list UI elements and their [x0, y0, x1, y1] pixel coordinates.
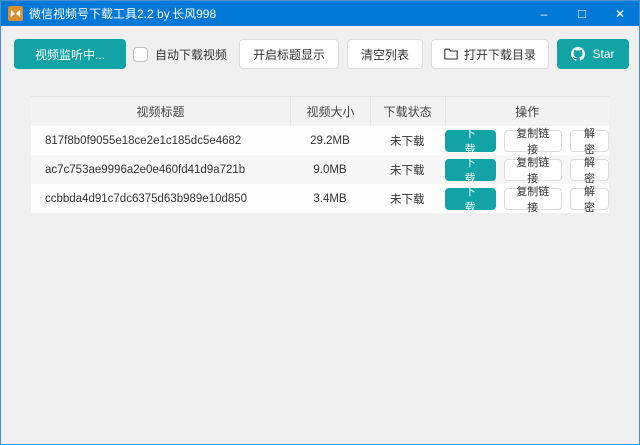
open-download-dir-button[interactable]: 打开下载目录: [430, 39, 549, 69]
video-size-cell: 3.4MB: [313, 192, 347, 205]
download-status-cell: 未下载: [389, 164, 425, 177]
video-monitoring-button[interactable]: 视频监听中...: [14, 39, 126, 69]
download-button[interactable]: 下载: [444, 186, 496, 214]
download-status-cell: 未下载: [389, 193, 425, 206]
video-size-cell: 29.2MB: [310, 134, 350, 147]
header-video-size: 视频大小: [290, 97, 370, 126]
app-icon: [8, 6, 23, 21]
maximize-button[interactable]: □: [578, 6, 586, 21]
decrypt-button[interactable]: 解密: [569, 128, 609, 156]
header-video-title: 视频标题: [136, 105, 185, 119]
folder-icon: [444, 48, 458, 60]
auto-download-checkbox[interactable]: [132, 46, 148, 62]
video-title-cell: ccbbda4d91c7dc6375d63b989e10d850: [45, 192, 248, 205]
decrypt-button[interactable]: 解密: [569, 186, 609, 214]
operations-cell: 下载 复制链接 解密: [444, 184, 609, 214]
github-star-button[interactable]: Star: [557, 39, 629, 69]
video-title-cell: 817f8b0f9055e18ce2e1c185dc5e4682: [45, 134, 242, 147]
clear-list-button[interactable]: 清空列表: [346, 39, 423, 69]
download-button[interactable]: 下载: [444, 157, 496, 185]
show-title-button[interactable]: 开启标题显示: [238, 39, 339, 69]
copy-link-button[interactable]: 复制链接: [503, 186, 562, 214]
open-download-dir-label: 打开下载目录: [463, 47, 536, 62]
auto-download-group: 自动下载视频: [132, 46, 227, 63]
copy-link-button[interactable]: 复制链接: [503, 128, 562, 156]
header-operations: 操作: [444, 97, 609, 126]
download-status-cell: 未下载: [389, 135, 425, 148]
video-title-cell: ac7c753ae9996a2e0e460fd41d9a721b: [45, 163, 246, 176]
empty-content-area: [1, 213, 639, 444]
window-title: 微信视频号下载工具2.2 by.长风998: [29, 7, 217, 21]
decrypt-button[interactable]: 解密: [569, 157, 609, 185]
github-star-label: Star: [592, 47, 615, 61]
operations-cell: 下载 复制链接 解密: [444, 126, 609, 156]
close-button[interactable]: ✕: [614, 6, 626, 21]
table-row: ac7c753ae9996a2e0e460fd41d9a721b 9.0MB 未…: [31, 155, 609, 185]
github-icon: [571, 47, 586, 61]
operations-cell: 下载 复制链接 解密: [444, 155, 609, 185]
header-download-status: 下载状态: [369, 97, 445, 126]
copy-link-button[interactable]: 复制链接: [503, 157, 562, 185]
table-row: 817f8b0f9055e18ce2e1c185dc5e4682 29.2MB …: [31, 126, 609, 156]
download-button[interactable]: 下载: [444, 128, 496, 156]
table-header-row: 视频标题 视频大小 下载状态 操作: [31, 96, 609, 126]
video-size-cell: 9.0MB: [313, 163, 347, 176]
titlebar: 微信视频号下载工具2.2 by.长风998 – □ ✕: [1, 1, 639, 26]
toolbar: 视频监听中... 自动下载视频 开启标题显示 清空列表 打开下载目录 Star: [14, 39, 629, 69]
video-table: 视频标题 视频大小 下载状态 操作 817f8b0f9055e18ce2e1c1…: [31, 96, 609, 214]
minimize-button[interactable]: –: [540, 6, 548, 21]
auto-download-label: 自动下载视频: [154, 47, 227, 62]
table-row: ccbbda4d91c7dc6375d63b989e10d850 3.4MB 未…: [31, 184, 609, 214]
